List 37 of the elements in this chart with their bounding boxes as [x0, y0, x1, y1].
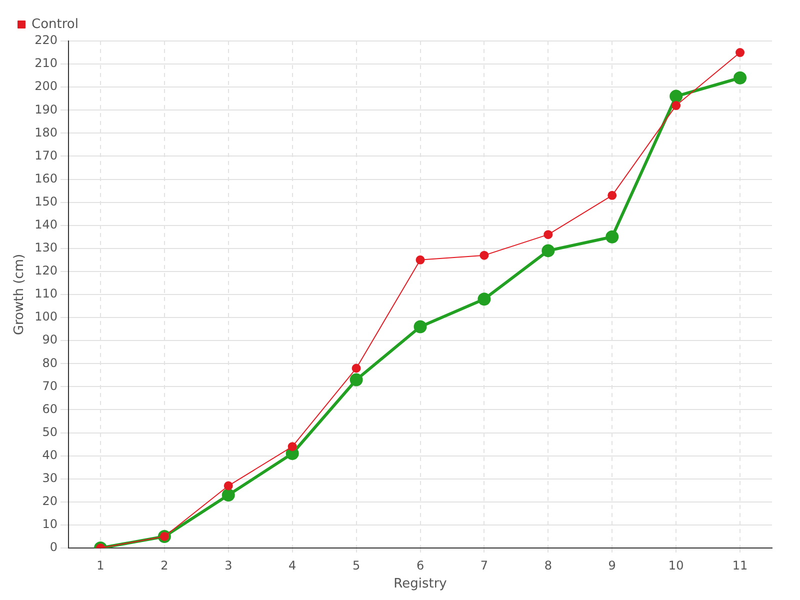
- x-tick-label: 8: [544, 558, 552, 572]
- y-tick-label: 20: [42, 494, 58, 508]
- x-tick-label: 4: [288, 558, 296, 572]
- x-tick-label: 1: [96, 558, 104, 572]
- x-tick-label: 10: [668, 558, 684, 572]
- y-tick-label: 130: [34, 240, 58, 255]
- y-tick-label: 160: [34, 171, 58, 186]
- x-tick-label: 11: [732, 558, 748, 572]
- y-tick-label: 0: [50, 540, 58, 554]
- y-tick-label: 40: [42, 448, 58, 462]
- y-tick-label: 60: [42, 402, 58, 416]
- y-tick-label: 70: [42, 378, 58, 393]
- legend-label: Control: [32, 16, 78, 32]
- y-tick-label: 210: [34, 56, 58, 70]
- y-tick-label: 100: [34, 310, 58, 324]
- y-tick-label: 30: [42, 470, 58, 485]
- x-axis-title: Registry: [394, 576, 448, 592]
- y-tick-label: 120: [34, 264, 58, 278]
- x-tick-label: 2: [160, 558, 168, 572]
- y-tick-label: 80: [42, 356, 58, 370]
- y-tick-label: 50: [42, 424, 58, 439]
- y-tick-label: 200: [34, 79, 58, 94]
- x-tick-label: 7: [480, 558, 488, 572]
- x-tick-label: 3: [224, 558, 232, 572]
- x-tick-label: 6: [416, 558, 424, 572]
- y-tick-label: 90: [42, 332, 58, 347]
- x-tick-label: 9: [608, 558, 616, 572]
- y-tick-label: 10: [42, 517, 58, 532]
- y-tick-label: 150: [34, 194, 58, 208]
- x-tick-label: 5: [352, 558, 360, 572]
- y-tick-label: 220: [34, 33, 58, 48]
- y-tick-label: 180: [34, 125, 58, 140]
- y-axis-title: Growth (cm): [12, 254, 28, 336]
- y-tick-label: 190: [34, 102, 58, 116]
- y-tick-label: 140: [34, 217, 58, 232]
- y-tick-label: 110: [34, 286, 58, 301]
- y-tick-label: 170: [34, 148, 58, 162]
